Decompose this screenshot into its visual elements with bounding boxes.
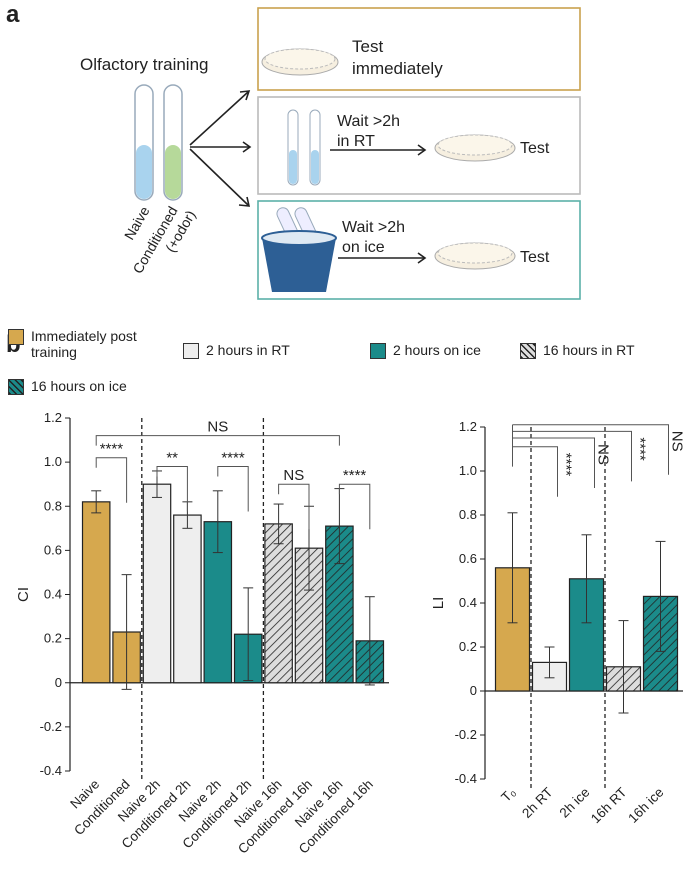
significance-bracket xyxy=(512,424,669,475)
significance-bracket xyxy=(95,457,128,503)
y-tick-label: 1.2 xyxy=(44,410,62,425)
legend-swatch xyxy=(520,343,536,359)
legend-item: 16 hours in RT xyxy=(520,342,635,359)
significance-label: NS xyxy=(595,444,612,465)
y-tick-label: -0.2 xyxy=(455,727,477,742)
x-tick-label: T₀ xyxy=(498,785,518,805)
legend-item: 2 hours in RT xyxy=(183,342,290,359)
y-tick-label: 0.8 xyxy=(459,507,477,522)
box-text: Test xyxy=(352,37,383,56)
bar xyxy=(142,483,172,684)
significance-bracket xyxy=(156,466,188,512)
legend-swatch xyxy=(370,343,386,359)
box-text: Test xyxy=(520,249,550,266)
panel-label: a xyxy=(6,1,20,28)
y-tick-label: 0.6 xyxy=(44,542,62,557)
box-text: Wait >2h xyxy=(337,113,400,130)
y-tick-label: 0.2 xyxy=(44,631,62,646)
y-tick-label: 0.4 xyxy=(459,595,477,610)
arrows xyxy=(330,144,427,264)
x-tick-label: 16h RT xyxy=(588,785,630,827)
significance-label: **** xyxy=(632,437,649,461)
tubes xyxy=(134,84,183,201)
significance-bracket xyxy=(512,430,632,482)
significance-bracket xyxy=(338,483,371,530)
legend-item: Immediately post training xyxy=(8,328,158,360)
box-text: Test xyxy=(520,140,550,157)
significance-bracket xyxy=(512,437,595,488)
box-text: on ice xyxy=(342,239,385,256)
significance-label: NS xyxy=(283,467,304,484)
legend-swatch xyxy=(8,329,24,345)
significance-bracket xyxy=(217,466,249,512)
significance-label: NS xyxy=(207,419,228,436)
bar xyxy=(81,501,111,684)
box-text: immediately xyxy=(352,59,443,78)
legend-label: 2 hours on ice xyxy=(393,342,481,358)
y-tick-label: -0.4 xyxy=(455,771,477,786)
dishes xyxy=(261,48,516,292)
y-axis-label: CI xyxy=(15,587,32,602)
y-tick-label: 1.2 xyxy=(459,419,477,434)
y-tick-label: 0.6 xyxy=(459,551,477,566)
significance-bracket xyxy=(512,446,558,497)
box-text: Wait >2h xyxy=(342,219,405,236)
significance-label: **** xyxy=(100,441,124,458)
y-axis-label: LI xyxy=(430,597,447,610)
legend-label: 16 hours on ice xyxy=(31,378,127,394)
legend-item: 16 hours on ice xyxy=(8,378,127,395)
legend-label: 16 hours in RT xyxy=(543,342,635,358)
legend-label: Immediately post training xyxy=(31,328,137,360)
y-tick-label: 0.8 xyxy=(44,498,62,513)
y-tick-label: 0.4 xyxy=(44,587,62,602)
y-tick-label: 1.0 xyxy=(459,463,477,478)
significance-label: **** xyxy=(221,450,245,467)
legend-swatch xyxy=(183,343,199,359)
y-tick-label: 0 xyxy=(470,683,477,698)
y-tick-label: -0.2 xyxy=(40,719,62,734)
y-tick-label: -0.4 xyxy=(40,763,62,778)
significance-label: ** xyxy=(166,450,178,467)
significance-bracket xyxy=(95,435,340,446)
x-tick-label: 2h RT xyxy=(519,785,555,821)
significance-bracket xyxy=(278,483,310,530)
significance-label: NS xyxy=(669,431,685,452)
legend-label: 2 hours in RT xyxy=(206,342,290,358)
bar xyxy=(264,523,293,684)
box-text: in RT xyxy=(337,133,375,150)
bar xyxy=(173,514,202,684)
significance-label: **** xyxy=(558,453,575,477)
box xyxy=(257,7,581,91)
y-tick-label: 1.0 xyxy=(44,454,62,469)
y-tick-label: 0 xyxy=(55,675,62,690)
y-tick-label: 0.2 xyxy=(459,639,477,654)
significance-label: **** xyxy=(343,467,367,484)
arrows xyxy=(189,90,252,207)
legend-item: 2 hours on ice xyxy=(370,342,481,359)
diagram-title: Olfactory training xyxy=(80,55,209,74)
legend-swatch xyxy=(8,379,24,395)
x-tick-label: 16h ice xyxy=(625,785,666,826)
